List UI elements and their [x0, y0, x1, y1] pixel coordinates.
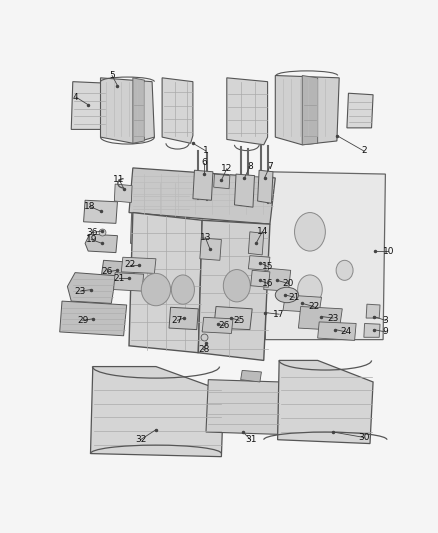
Polygon shape: [71, 82, 107, 130]
Text: 28: 28: [198, 345, 209, 354]
Polygon shape: [206, 379, 281, 434]
Text: 2: 2: [361, 147, 367, 156]
Text: 4: 4: [73, 93, 79, 102]
Polygon shape: [100, 260, 135, 284]
Polygon shape: [202, 317, 233, 334]
Text: 14: 14: [257, 227, 268, 236]
Polygon shape: [276, 76, 339, 145]
Polygon shape: [129, 213, 202, 353]
Polygon shape: [214, 306, 252, 329]
Text: 10: 10: [383, 247, 394, 255]
Polygon shape: [214, 174, 230, 189]
Polygon shape: [114, 184, 132, 203]
Text: 30: 30: [358, 433, 370, 442]
Polygon shape: [200, 238, 221, 260]
Polygon shape: [318, 322, 356, 341]
Ellipse shape: [171, 275, 194, 304]
Polygon shape: [298, 306, 342, 330]
Text: 21: 21: [289, 293, 300, 302]
Text: 23: 23: [327, 313, 339, 322]
Text: 24: 24: [340, 327, 352, 336]
Text: 20: 20: [283, 279, 294, 288]
Ellipse shape: [141, 273, 170, 306]
Text: 22: 22: [308, 302, 319, 311]
Text: 17: 17: [273, 310, 285, 319]
Text: 32: 32: [135, 435, 146, 444]
Text: 5: 5: [109, 71, 115, 80]
Text: 21: 21: [113, 273, 125, 282]
Polygon shape: [129, 168, 276, 224]
Text: 36: 36: [86, 228, 98, 237]
Polygon shape: [131, 182, 191, 245]
Polygon shape: [278, 360, 373, 443]
Polygon shape: [265, 172, 385, 340]
Text: 18: 18: [84, 202, 95, 211]
Ellipse shape: [294, 213, 325, 251]
Polygon shape: [198, 220, 270, 360]
Text: 12: 12: [221, 164, 233, 173]
Polygon shape: [258, 170, 273, 203]
Text: 27: 27: [172, 316, 183, 325]
Text: 22: 22: [124, 261, 135, 269]
Text: 15: 15: [262, 262, 273, 271]
Polygon shape: [234, 174, 254, 207]
Text: 7: 7: [267, 162, 273, 171]
Polygon shape: [240, 370, 261, 382]
Ellipse shape: [298, 275, 322, 304]
Polygon shape: [67, 273, 116, 303]
Polygon shape: [100, 78, 155, 143]
Text: 29: 29: [77, 316, 88, 325]
Polygon shape: [85, 234, 117, 253]
Polygon shape: [113, 273, 144, 291]
Text: 26: 26: [218, 321, 230, 330]
Polygon shape: [133, 78, 145, 143]
Text: 26: 26: [102, 268, 113, 276]
Polygon shape: [302, 76, 318, 145]
Polygon shape: [193, 170, 213, 200]
Polygon shape: [248, 256, 270, 270]
Ellipse shape: [336, 260, 353, 280]
Text: 19: 19: [85, 235, 97, 244]
Polygon shape: [264, 268, 291, 291]
Polygon shape: [121, 257, 156, 273]
Text: 3: 3: [382, 316, 388, 325]
Polygon shape: [84, 200, 117, 223]
Ellipse shape: [223, 270, 250, 302]
Polygon shape: [248, 232, 264, 255]
Text: 23: 23: [75, 287, 86, 296]
Text: 8: 8: [247, 162, 253, 171]
Text: 9: 9: [382, 327, 388, 336]
Polygon shape: [60, 301, 127, 336]
Polygon shape: [366, 304, 380, 318]
Polygon shape: [347, 93, 373, 128]
Text: 11: 11: [113, 175, 125, 184]
Text: 31: 31: [245, 435, 256, 444]
Text: 16: 16: [262, 279, 273, 288]
Polygon shape: [364, 324, 380, 337]
Polygon shape: [227, 78, 268, 145]
Polygon shape: [162, 78, 193, 143]
Polygon shape: [169, 308, 198, 329]
Text: 13: 13: [199, 233, 211, 241]
Text: 25: 25: [233, 316, 245, 325]
Text: 1: 1: [203, 147, 209, 156]
Text: 6: 6: [201, 158, 207, 167]
Polygon shape: [251, 270, 270, 287]
Polygon shape: [283, 295, 321, 313]
Polygon shape: [91, 367, 224, 457]
Ellipse shape: [276, 287, 298, 303]
